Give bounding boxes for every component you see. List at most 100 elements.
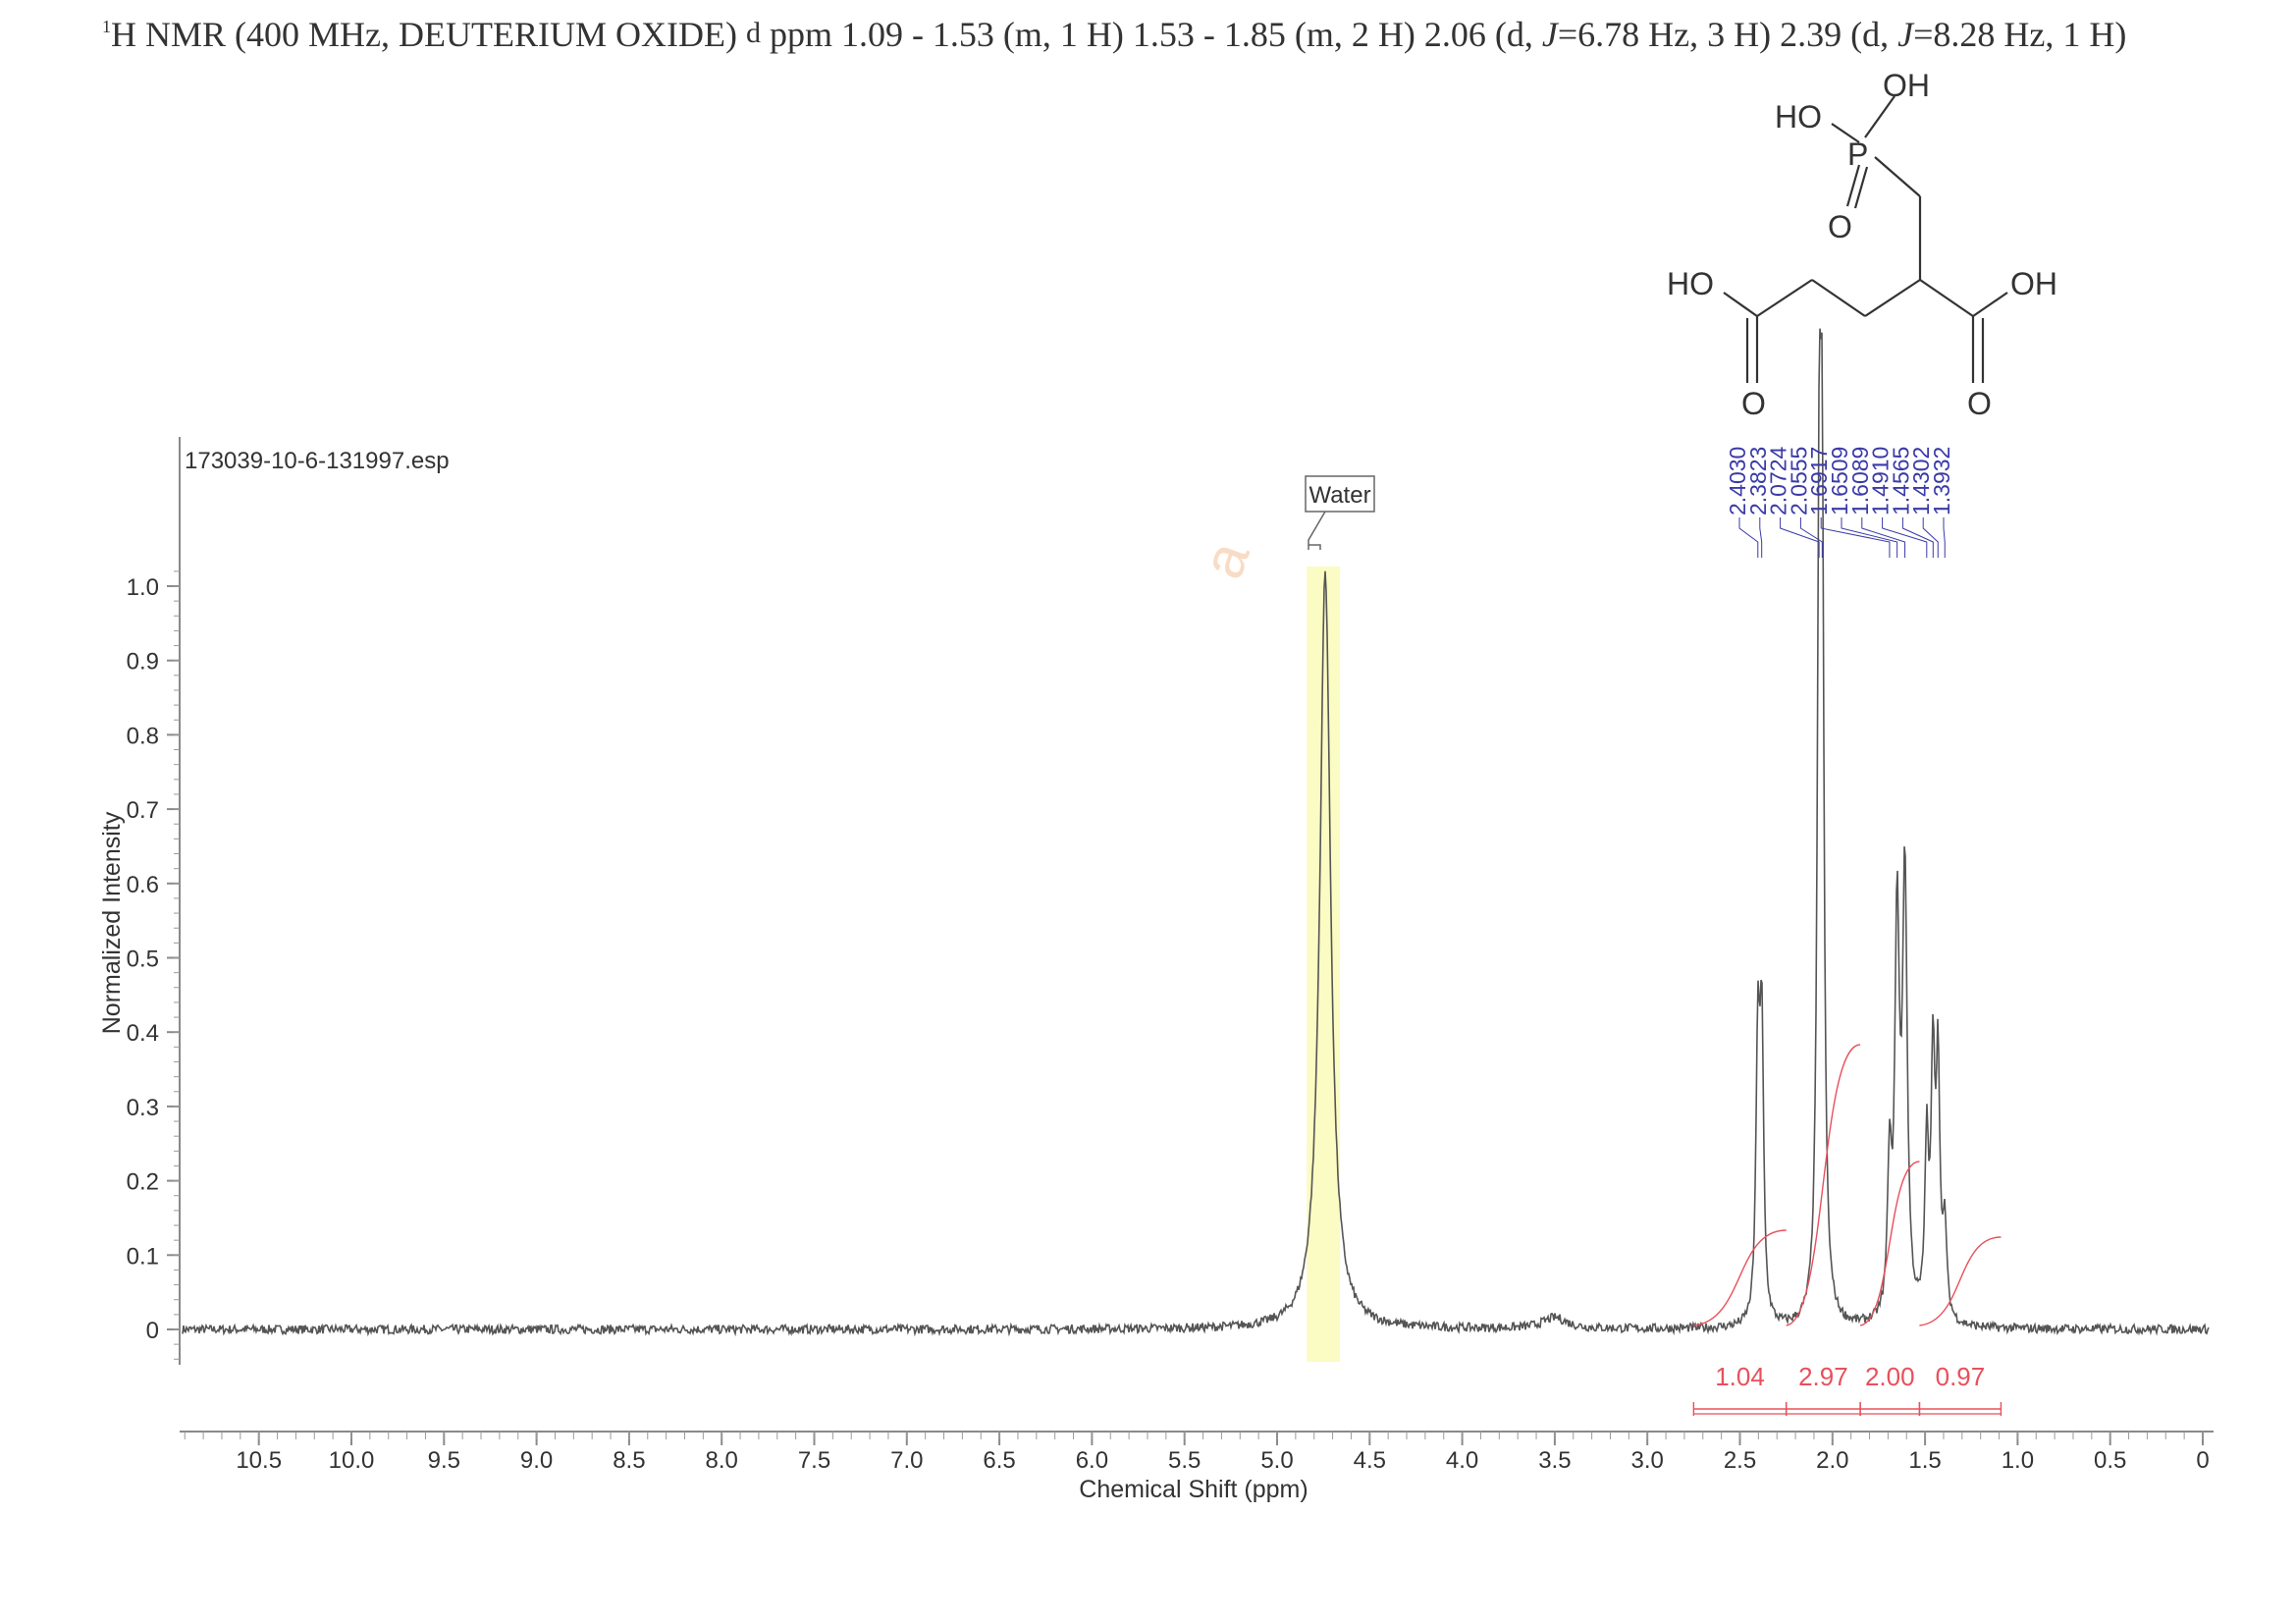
structure-labels: HO OH P O HO OH O O [1667, 68, 2057, 421]
x-tick-label: 2.5 [1724, 1447, 1756, 1474]
structure-bond [1853, 166, 1869, 209]
x-tick-label: 0 [2196, 1447, 2209, 1474]
integral-curves [1693, 1044, 2002, 1326]
x-tick-labels: 10.5 10.0 9.5 9.0 8.5 8.0 7.5 7.0 6.5 6.0 5.5 5.0 4.… [236, 1447, 2209, 1474]
structure-bond [1864, 279, 1921, 317]
structure-atom-label: P [1847, 136, 1868, 172]
structure-bond [1972, 292, 2008, 317]
integral-curve [1859, 1161, 1920, 1326]
y-tick-label: 0.3 [127, 1095, 159, 1121]
x-tick-label: 9.5 [428, 1447, 460, 1474]
peak-label-leader [1861, 517, 1906, 558]
y-tick-label: 0.6 [127, 872, 159, 898]
y-axis-title: Normalized Intensity [98, 811, 126, 1034]
structure-bond [1919, 279, 1974, 317]
structure-atom-label: O [1828, 209, 1852, 244]
peak-label: 1.3932 [1929, 447, 1954, 515]
file-label: 173039-10-6-131997.esp [185, 448, 450, 474]
peak-label: 1.6089 [1847, 447, 1873, 515]
x-tick-label: 2.0 [1816, 1447, 1848, 1474]
x-tick-label: 5.5 [1168, 1447, 1201, 1474]
peak-label: 1.4302 [1908, 447, 1934, 515]
y-tick-label: 0.1 [127, 1243, 159, 1270]
x-tick-label: 9.0 [520, 1447, 553, 1474]
integral-label: 2.97 [1798, 1362, 1848, 1391]
solvent-label-leader [1308, 511, 1326, 550]
peak-label-leader [1922, 517, 1939, 558]
integral-curve [1693, 1229, 1787, 1326]
structure-bond [1874, 156, 1921, 197]
structure-atom-label: O [1967, 386, 1992, 421]
peak-labels: 2.40302.38232.07242.05551.69171.65091.60… [1725, 446, 1954, 515]
x-tick-label: 3.5 [1538, 1447, 1571, 1474]
x-tick-label: 6.0 [1076, 1447, 1108, 1474]
integral-curve [1919, 1236, 2002, 1326]
peak-label: 1.4565 [1888, 447, 1913, 515]
y-tick-label: 0.5 [127, 947, 159, 973]
y-tick-label: 0.9 [127, 649, 159, 676]
x-tick-label: 7.0 [890, 1447, 923, 1474]
structure-atom-label: O [1741, 386, 1766, 421]
structure-bond [1723, 292, 1758, 317]
peak-label-leader [1943, 517, 1946, 558]
x-tick-label: 4.0 [1446, 1447, 1478, 1474]
x-tick-label: 0.5 [2094, 1447, 2126, 1474]
peak-label-leader [1738, 517, 1759, 558]
structure-atom-label: HO [1667, 266, 1714, 301]
chemical-structure [1723, 95, 2008, 383]
peak-label: 1.6917 [1806, 447, 1832, 515]
structure-bond [1864, 95, 1896, 138]
y-tick-label: 0.7 [127, 797, 159, 824]
peak-label-leader [1759, 517, 1763, 558]
x-tick-label: 1.5 [1908, 1447, 1941, 1474]
title-shifts-2: =6.78 Hz, 3 H) 2.39 (d, [1557, 15, 1898, 54]
integral-label: 1.04 [1715, 1362, 1765, 1391]
integral-curve [1786, 1044, 1861, 1326]
integral-labels: 1.04 2.97 2.00 0.97 [1715, 1362, 1985, 1391]
peak-label-leader [1799, 517, 1823, 558]
solvent-label: Water [1308, 482, 1370, 509]
solvent-annotation: Water [1305, 475, 1375, 550]
watermark: a [1189, 533, 1262, 587]
peak-label: 2.0555 [1786, 447, 1811, 515]
y-tick-label: 0 [146, 1318, 159, 1344]
title-nucleus-superscript: 1 [102, 17, 111, 36]
integral-label: 2.00 [1865, 1362, 1915, 1391]
structure-bond [1831, 123, 1860, 143]
peak-label-leader [1780, 517, 1820, 558]
x-tick-label: 1.0 [2002, 1447, 2034, 1474]
y-tick-label: 0.4 [127, 1020, 159, 1047]
peak-label: 1.4910 [1868, 447, 1894, 515]
structure-bond [1811, 279, 1866, 317]
title-shifts-1: ppm 1.09 - 1.53 (m, 1 H) 1.53 - 1.85 (m,… [769, 15, 1542, 54]
y-minor-ticks [167, 570, 180, 1360]
integral-label: 0.97 [1936, 1362, 1986, 1391]
solvent-label-box [1305, 475, 1375, 513]
title-shifts-3: =8.28 Hz, 1 H) [1913, 15, 2127, 54]
title-j1-label: J [1541, 15, 1558, 54]
axes [167, 437, 2214, 1445]
peak-label-leader [1820, 517, 1891, 558]
y-tick-labels: 1.0 0.9 0.8 0.7 0.6 0.5 0.4 0.3 0.2 0.1 0 [127, 574, 159, 1344]
peak-label: 2.4030 [1725, 447, 1750, 515]
x-axis-title: Chemical Shift (ppm) [1079, 1476, 1308, 1503]
x-tick-label: 8.5 [613, 1447, 645, 1474]
integral-brackets [1692, 1402, 2002, 1416]
structure-atom-label: HO [1775, 99, 1822, 135]
peak-label-leader [1882, 517, 1928, 558]
peak-label-leader [1901, 517, 1934, 558]
y-tick-label: 0.8 [127, 723, 159, 749]
title-delta-symbol: d [745, 17, 761, 49]
x-tick-label: 7.5 [798, 1447, 830, 1474]
peak-label: 1.6509 [1827, 447, 1852, 515]
peak-label-leaders [1738, 517, 1946, 558]
structure-atom-label: OH [2010, 266, 2057, 301]
x-minor-ticks [184, 1432, 2204, 1445]
x-tick-label: 6.5 [983, 1447, 1015, 1474]
x-tick-label: 5.0 [1260, 1447, 1293, 1474]
title-j2-label: J [1897, 15, 1914, 54]
title-nucleus: H NMR (400 MHz, DEUTERIUM OXIDE) [111, 15, 737, 54]
peak-label: 2.0724 [1766, 446, 1791, 515]
x-tick-label: 8.0 [706, 1447, 738, 1474]
